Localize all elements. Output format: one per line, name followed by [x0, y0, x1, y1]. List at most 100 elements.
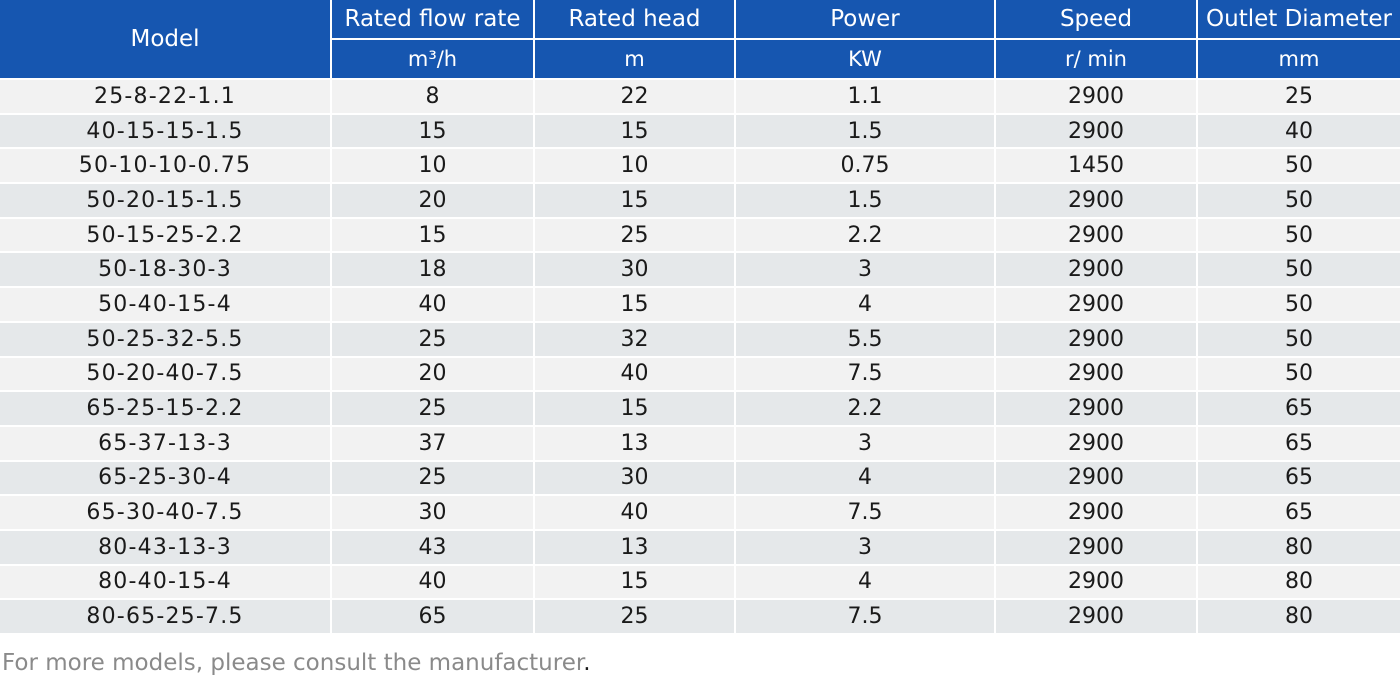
header-power: Power	[735, 0, 996, 40]
cell-rated-head: 10	[534, 148, 736, 185]
cell-outlet-diameter: 65	[1197, 425, 1400, 462]
cell-model: 65-37-13-3	[0, 425, 332, 462]
cell-flow-rate: 37	[331, 425, 535, 462]
cell-speed: 1450	[995, 148, 1198, 185]
cell-speed: 2900	[995, 495, 1198, 531]
cell-outlet-diameter: 50	[1197, 252, 1400, 289]
cell-model: 50-20-40-7.5	[0, 356, 332, 393]
table-row: 65-25-15-2.2 25 15 2.2 2900 65	[0, 391, 1400, 427]
cell-outlet-diameter: 65	[1197, 391, 1400, 427]
footnote-text: For more models, please consult the manu…	[2, 650, 584, 676]
cell-flow-rate: 25	[331, 321, 535, 358]
cell-rated-head: 15	[534, 287, 736, 323]
cell-power: 4	[735, 564, 996, 601]
header-outlet-diameter: Outlet Diameter	[1197, 0, 1400, 40]
table-row: 50-20-40-7.5 20 40 7.5 2900 50	[0, 356, 1400, 393]
cell-power: 4	[735, 287, 996, 323]
cell-speed: 2900	[995, 356, 1198, 393]
cell-power: 7.5	[735, 599, 996, 635]
cell-model: 50-18-30-3	[0, 252, 332, 289]
cell-flow-rate: 25	[331, 460, 535, 497]
cell-speed: 2900	[995, 113, 1198, 150]
table-row: 80-65-25-7.5 65 25 7.5 2900 80	[0, 599, 1400, 635]
cell-power: 0.75	[735, 148, 996, 185]
table-row: 80-40-15-4 40 15 4 2900 80	[0, 564, 1400, 601]
cell-power: 4	[735, 460, 996, 497]
cell-outlet-diameter: 50	[1197, 183, 1400, 219]
cell-rated-head: 15	[534, 564, 736, 601]
cell-speed: 2900	[995, 599, 1198, 635]
cell-outlet-diameter: 65	[1197, 460, 1400, 497]
cell-outlet-diameter: 50	[1197, 356, 1400, 393]
cell-model: 50-15-25-2.2	[0, 217, 332, 254]
table-row: 50-20-15-1.5 20 15 1.5 2900 50	[0, 183, 1400, 219]
cell-rated-head: 40	[534, 356, 736, 393]
cell-power: 3	[735, 425, 996, 462]
table-row: 80-43-13-3 43 13 3 2900 80	[0, 529, 1400, 566]
cell-speed: 2900	[995, 564, 1198, 601]
cell-outlet-diameter: 80	[1197, 564, 1400, 601]
cell-rated-head: 30	[534, 460, 736, 497]
cell-rated-head: 13	[534, 425, 736, 462]
cell-speed: 2900	[995, 391, 1198, 427]
cell-speed: 2900	[995, 460, 1198, 497]
table-row: 50-40-15-4 40 15 4 2900 50	[0, 287, 1400, 323]
cell-model: 50-10-10-0.75	[0, 148, 332, 185]
header-flow-rate: Rated flow rate	[331, 0, 535, 40]
table-row: 50-25-32-5.5 25 32 5.5 2900 50	[0, 321, 1400, 358]
table-row: 25-8-22-1.1 8 22 1.1 2900 25	[0, 79, 1400, 115]
cell-power: 3	[735, 252, 996, 289]
cell-outlet-diameter: 40	[1197, 113, 1400, 150]
cell-outlet-diameter: 50	[1197, 148, 1400, 185]
cell-rated-head: 25	[534, 599, 736, 635]
cell-rated-head: 13	[534, 529, 736, 566]
header-speed: Speed	[995, 0, 1198, 40]
table-row: 50-15-25-2.2 15 25 2.2 2900 50	[0, 217, 1400, 254]
footnote-period: .	[583, 650, 591, 676]
cell-power: 7.5	[735, 356, 996, 393]
cell-model: 25-8-22-1.1	[0, 79, 332, 115]
cell-flow-rate: 65	[331, 599, 535, 635]
cell-flow-rate: 30	[331, 495, 535, 531]
cell-power: 1.1	[735, 79, 996, 115]
table-row: 65-30-40-7.5 30 40 7.5 2900 65	[0, 495, 1400, 531]
cell-outlet-diameter: 25	[1197, 79, 1400, 115]
unit-outlet-diameter: mm	[1197, 39, 1400, 80]
cell-speed: 2900	[995, 217, 1198, 254]
cell-outlet-diameter: 80	[1197, 599, 1400, 635]
cell-flow-rate: 15	[331, 217, 535, 254]
cell-model: 65-25-15-2.2	[0, 391, 332, 427]
cell-outlet-diameter: 50	[1197, 217, 1400, 254]
table-row: 50-10-10-0.75 10 10 0.75 1450 50	[0, 148, 1400, 185]
table-row: 65-37-13-3 37 13 3 2900 65	[0, 425, 1400, 462]
cell-power: 3	[735, 529, 996, 566]
pump-spec-table: Model Rated flow rate Rated head Power S…	[0, 0, 1400, 635]
cell-rated-head: 15	[534, 183, 736, 219]
cell-rated-head: 22	[534, 79, 736, 115]
cell-flow-rate: 10	[331, 148, 535, 185]
cell-model: 50-20-15-1.5	[0, 183, 332, 219]
cell-model: 80-43-13-3	[0, 529, 332, 566]
cell-model: 50-40-15-4	[0, 287, 332, 323]
cell-model: 65-30-40-7.5	[0, 495, 332, 531]
header-model: Model	[0, 0, 332, 80]
cell-rated-head: 30	[534, 252, 736, 289]
cell-speed: 2900	[995, 252, 1198, 289]
cell-power: 5.5	[735, 321, 996, 358]
cell-flow-rate: 40	[331, 287, 535, 323]
cell-flow-rate: 8	[331, 79, 535, 115]
cell-speed: 2900	[995, 287, 1198, 323]
cell-model: 80-65-25-7.5	[0, 599, 332, 635]
cell-speed: 2900	[995, 321, 1198, 358]
cell-rated-head: 15	[534, 113, 736, 150]
cell-flow-rate: 20	[331, 356, 535, 393]
unit-rated-head: m	[534, 39, 736, 80]
cell-power: 7.5	[735, 495, 996, 531]
table-body: 25-8-22-1.1 8 22 1.1 2900 25 40-15-15-1.5 15 15 1…	[0, 79, 1400, 635]
cell-model: 80-40-15-4	[0, 564, 332, 601]
cell-flow-rate: 18	[331, 252, 535, 289]
unit-power: KW	[735, 39, 996, 80]
cell-power: 2.2	[735, 391, 996, 427]
header-rated-head: Rated head	[534, 0, 736, 40]
cell-rated-head: 15	[534, 391, 736, 427]
